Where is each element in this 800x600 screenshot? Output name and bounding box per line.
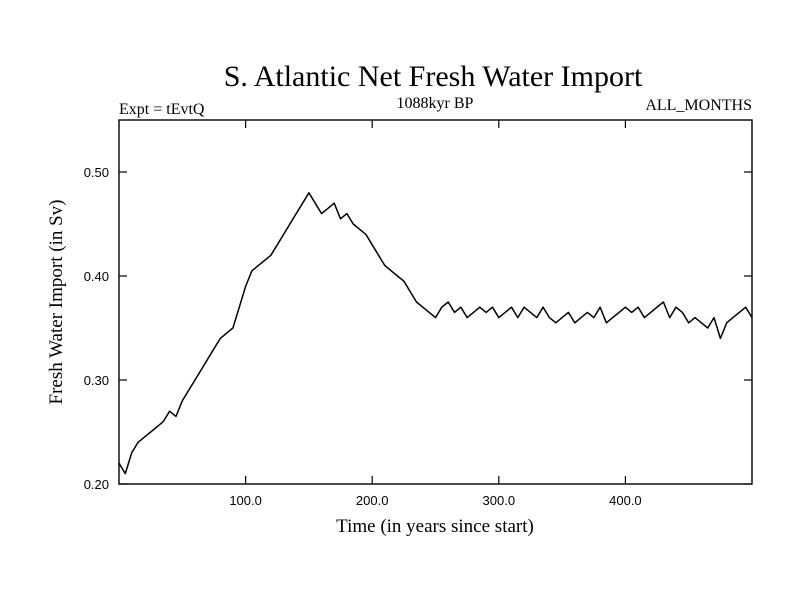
chart-title: S. Atlantic Net Fresh Water Import xyxy=(224,60,643,93)
y-axis: 0.20 0.30 0.40 0.50 xyxy=(84,165,752,492)
y-tick-label: 0.30 xyxy=(84,373,109,388)
x-tick-label: 300.0 xyxy=(483,493,516,508)
experiment-label: Expt = tEvtQ xyxy=(119,101,205,118)
x-axis-label: Time (in years since start) xyxy=(336,516,534,537)
x-tick-label: 200.0 xyxy=(356,493,389,508)
y-tick-label: 0.50 xyxy=(84,165,109,180)
period-label: 1088kyr BP xyxy=(397,95,474,112)
y-axis-label: Fresh Water Import (in Sv) xyxy=(46,200,67,405)
y-tick-label: 0.40 xyxy=(84,269,109,284)
x-axis: 100.0 200.0 300.0 400.0 xyxy=(229,120,642,508)
x-tick-label: 100.0 xyxy=(229,493,262,508)
plot-frame xyxy=(118,119,753,485)
months-label: ALL_MONTHS xyxy=(645,97,752,114)
series-line xyxy=(118,192,753,475)
x-tick-label: 400.0 xyxy=(609,493,642,508)
series-layer xyxy=(118,192,753,475)
y-tick-label: 0.20 xyxy=(84,477,109,492)
